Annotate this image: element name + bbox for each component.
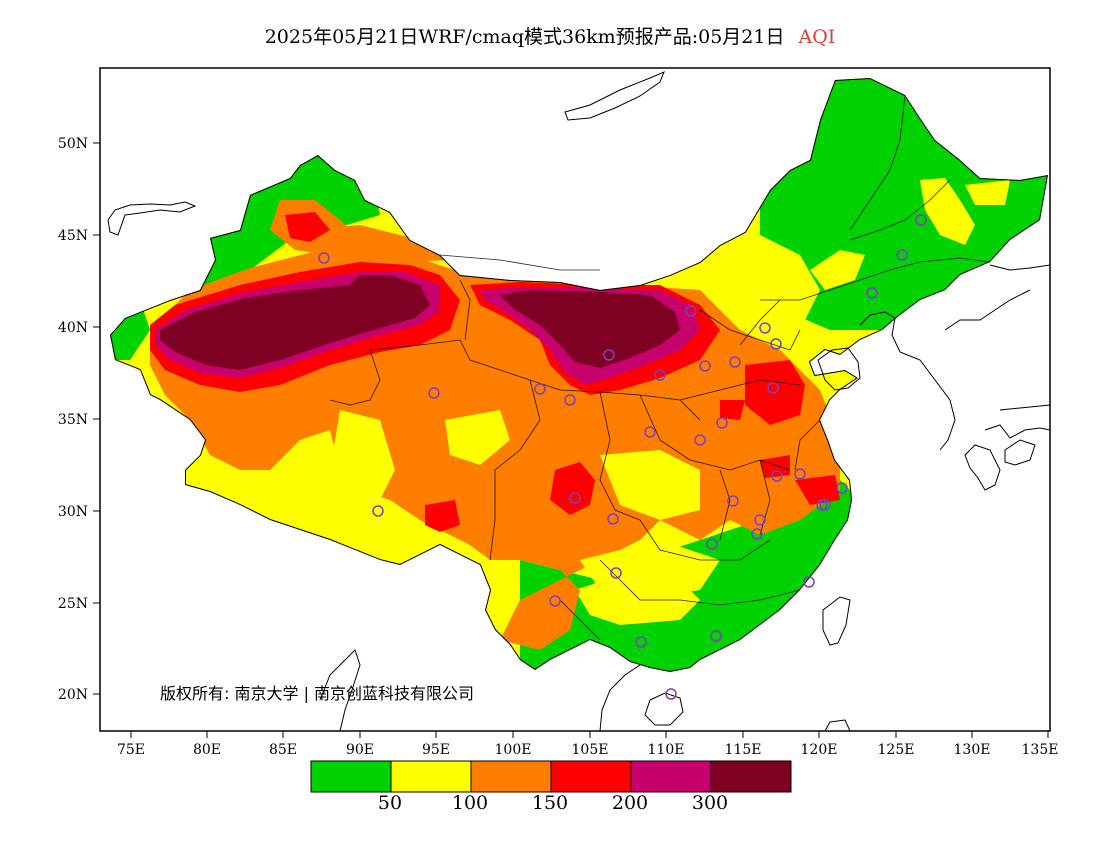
aqi-field (110, 78, 1048, 672)
legend-label: 50 (377, 792, 403, 814)
coastlines (107, 71, 1050, 731)
lon-tick: 105E (572, 742, 609, 758)
legend-label: 200 (611, 792, 649, 814)
lon-tick: 125E (878, 742, 915, 758)
lat-tick: 30N (58, 504, 88, 520)
lat-tick: 50N (58, 136, 88, 152)
province-borders (329, 94, 991, 641)
lat-tick: 20N (58, 687, 88, 703)
title-variable: AQI (798, 26, 836, 48)
legend-swatch (390, 760, 472, 793)
legend-swatch (470, 760, 552, 793)
legend-swatch (630, 760, 712, 793)
lat-tick: 45N (58, 228, 88, 244)
title-main: 2025年05月21日WRF/cmaq模式36km预报产品:05月21日 (264, 26, 785, 48)
lon-tick: 135E (1022, 742, 1059, 758)
legend-swatch (710, 760, 792, 793)
map-title: 2025年05月21日WRF/cmaq模式36km预报产品:05月21日 AQI (0, 22, 1100, 49)
legend-label: 300 (691, 792, 729, 814)
lon-tick: 85E (269, 742, 297, 758)
station-markers (318, 214, 927, 700)
lat-tick: 40N (58, 320, 88, 336)
lon-tick: 120E (801, 742, 838, 758)
legend-swatch (550, 760, 632, 793)
legend-label: 100 (451, 792, 489, 814)
map-frame (99, 67, 1051, 732)
lon-tick: 115E (725, 742, 762, 758)
lon-tick: 130E (954, 742, 991, 758)
lat-tick: 35N (58, 412, 88, 428)
aqi-legend (310, 760, 792, 793)
copyright-text: 版权所有: 南京大学 | 南京创蓝科技有限公司 (160, 684, 475, 703)
lat-tick: 25N (58, 596, 88, 612)
lon-tick: 95E (422, 742, 450, 758)
lon-tick: 100E (495, 742, 532, 758)
legend-swatch (310, 760, 392, 793)
lon-tick: 80E (193, 742, 221, 758)
lon-tick: 90E (346, 742, 374, 758)
lon-tick: 110E (648, 742, 685, 758)
lon-tick: 75E (117, 742, 145, 758)
legend-label: 150 (531, 792, 569, 814)
